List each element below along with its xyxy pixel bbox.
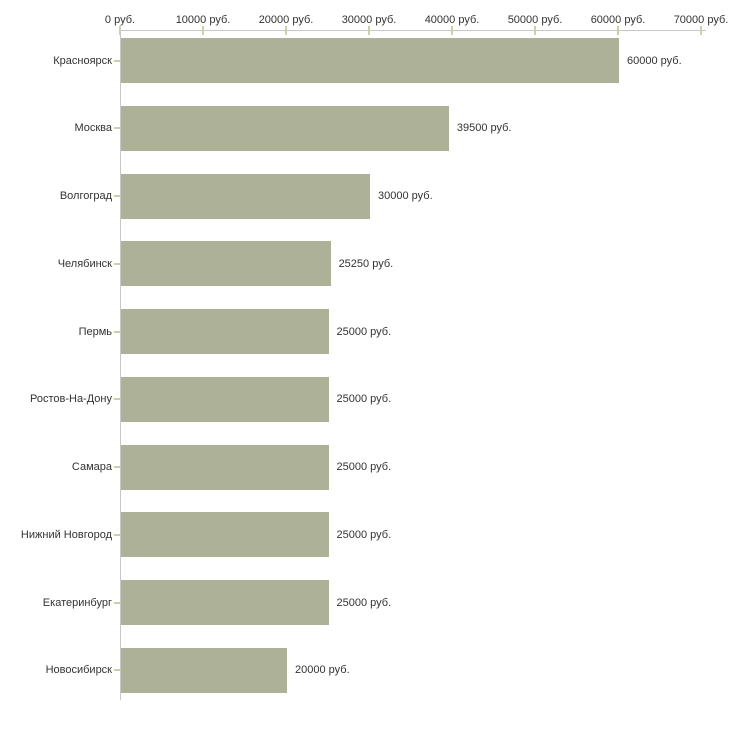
category-tick-mark [114,262,120,265]
bar [121,38,619,83]
category-label: Пермь [78,325,112,338]
bar [121,376,329,422]
category-label: Волгоград [59,190,112,202]
value-label: 25000 руб. [336,325,392,338]
value-label: 39500 руб. [456,122,512,135]
category-label: Самара [71,461,112,473]
category-label: Ростов-На-Дону [29,393,112,406]
category-tick-mark [114,59,120,62]
x-axis-tick-label: 10000 руб. [175,14,231,26]
bar [121,512,329,558]
category-label: Новосибирск [45,664,112,677]
bar [121,241,331,287]
bar [121,309,329,354]
x-axis-tick-label: 40000 руб. [424,14,480,26]
bar [121,580,329,625]
category-tick-mark [114,533,120,536]
bar [121,647,287,693]
value-label: 25000 руб. [336,393,392,406]
x-axis-tick-label: 0 руб. [104,14,136,26]
value-label: 25000 руб. [336,528,392,541]
value-label: 25000 руб. [336,596,392,609]
category-label: Екатеринбург [42,596,112,609]
value-label: 30000 руб. [378,190,433,202]
value-label: 25000 руб. [336,461,392,473]
value-label: 25250 руб. [338,257,394,270]
category-tick-mark [114,195,120,197]
x-axis-tick-label: 30000 руб. [341,14,397,26]
category-tick-mark [114,601,120,604]
value-label: 20000 руб. [295,664,350,677]
category-tick-mark [114,669,120,672]
bar [121,105,449,151]
category-tick-mark [114,466,120,468]
bar [121,173,370,219]
x-axis-tick-label: 20000 руб. [258,14,314,26]
x-axis-tick-label: 50000 руб. [507,14,563,26]
x-axis-tick-label: 60000 руб. [590,14,646,26]
x-axis-tick-label: 70000 руб. [673,14,729,26]
bar [121,444,329,490]
category-label: Москва [74,122,112,135]
category-tick-mark [114,127,120,130]
category-tick-mark [114,398,120,401]
category-label: Челябинск [57,257,112,270]
category-label: Красноярск [53,54,112,67]
category-label: Нижний Новгород [20,528,112,541]
value-label: 60000 руб. [627,54,682,67]
category-tick-mark [114,330,120,333]
x-axis-line [120,30,706,31]
y-axis-line [120,30,121,700]
